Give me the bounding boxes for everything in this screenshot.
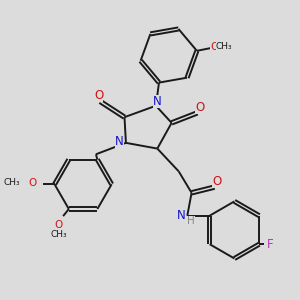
Text: O: O <box>195 101 204 114</box>
Text: O: O <box>210 41 219 52</box>
Text: O: O <box>94 89 104 102</box>
Text: O: O <box>212 175 221 188</box>
Text: N: N <box>177 209 185 222</box>
Text: F: F <box>267 238 274 251</box>
Text: H: H <box>187 216 195 226</box>
Text: CH₃: CH₃ <box>4 178 20 187</box>
Text: CH₃: CH₃ <box>216 42 232 51</box>
Text: N: N <box>115 135 124 148</box>
Text: N: N <box>153 95 162 108</box>
Text: O: O <box>28 178 37 188</box>
Text: O: O <box>55 220 63 230</box>
Text: CH₃: CH₃ <box>50 230 67 239</box>
